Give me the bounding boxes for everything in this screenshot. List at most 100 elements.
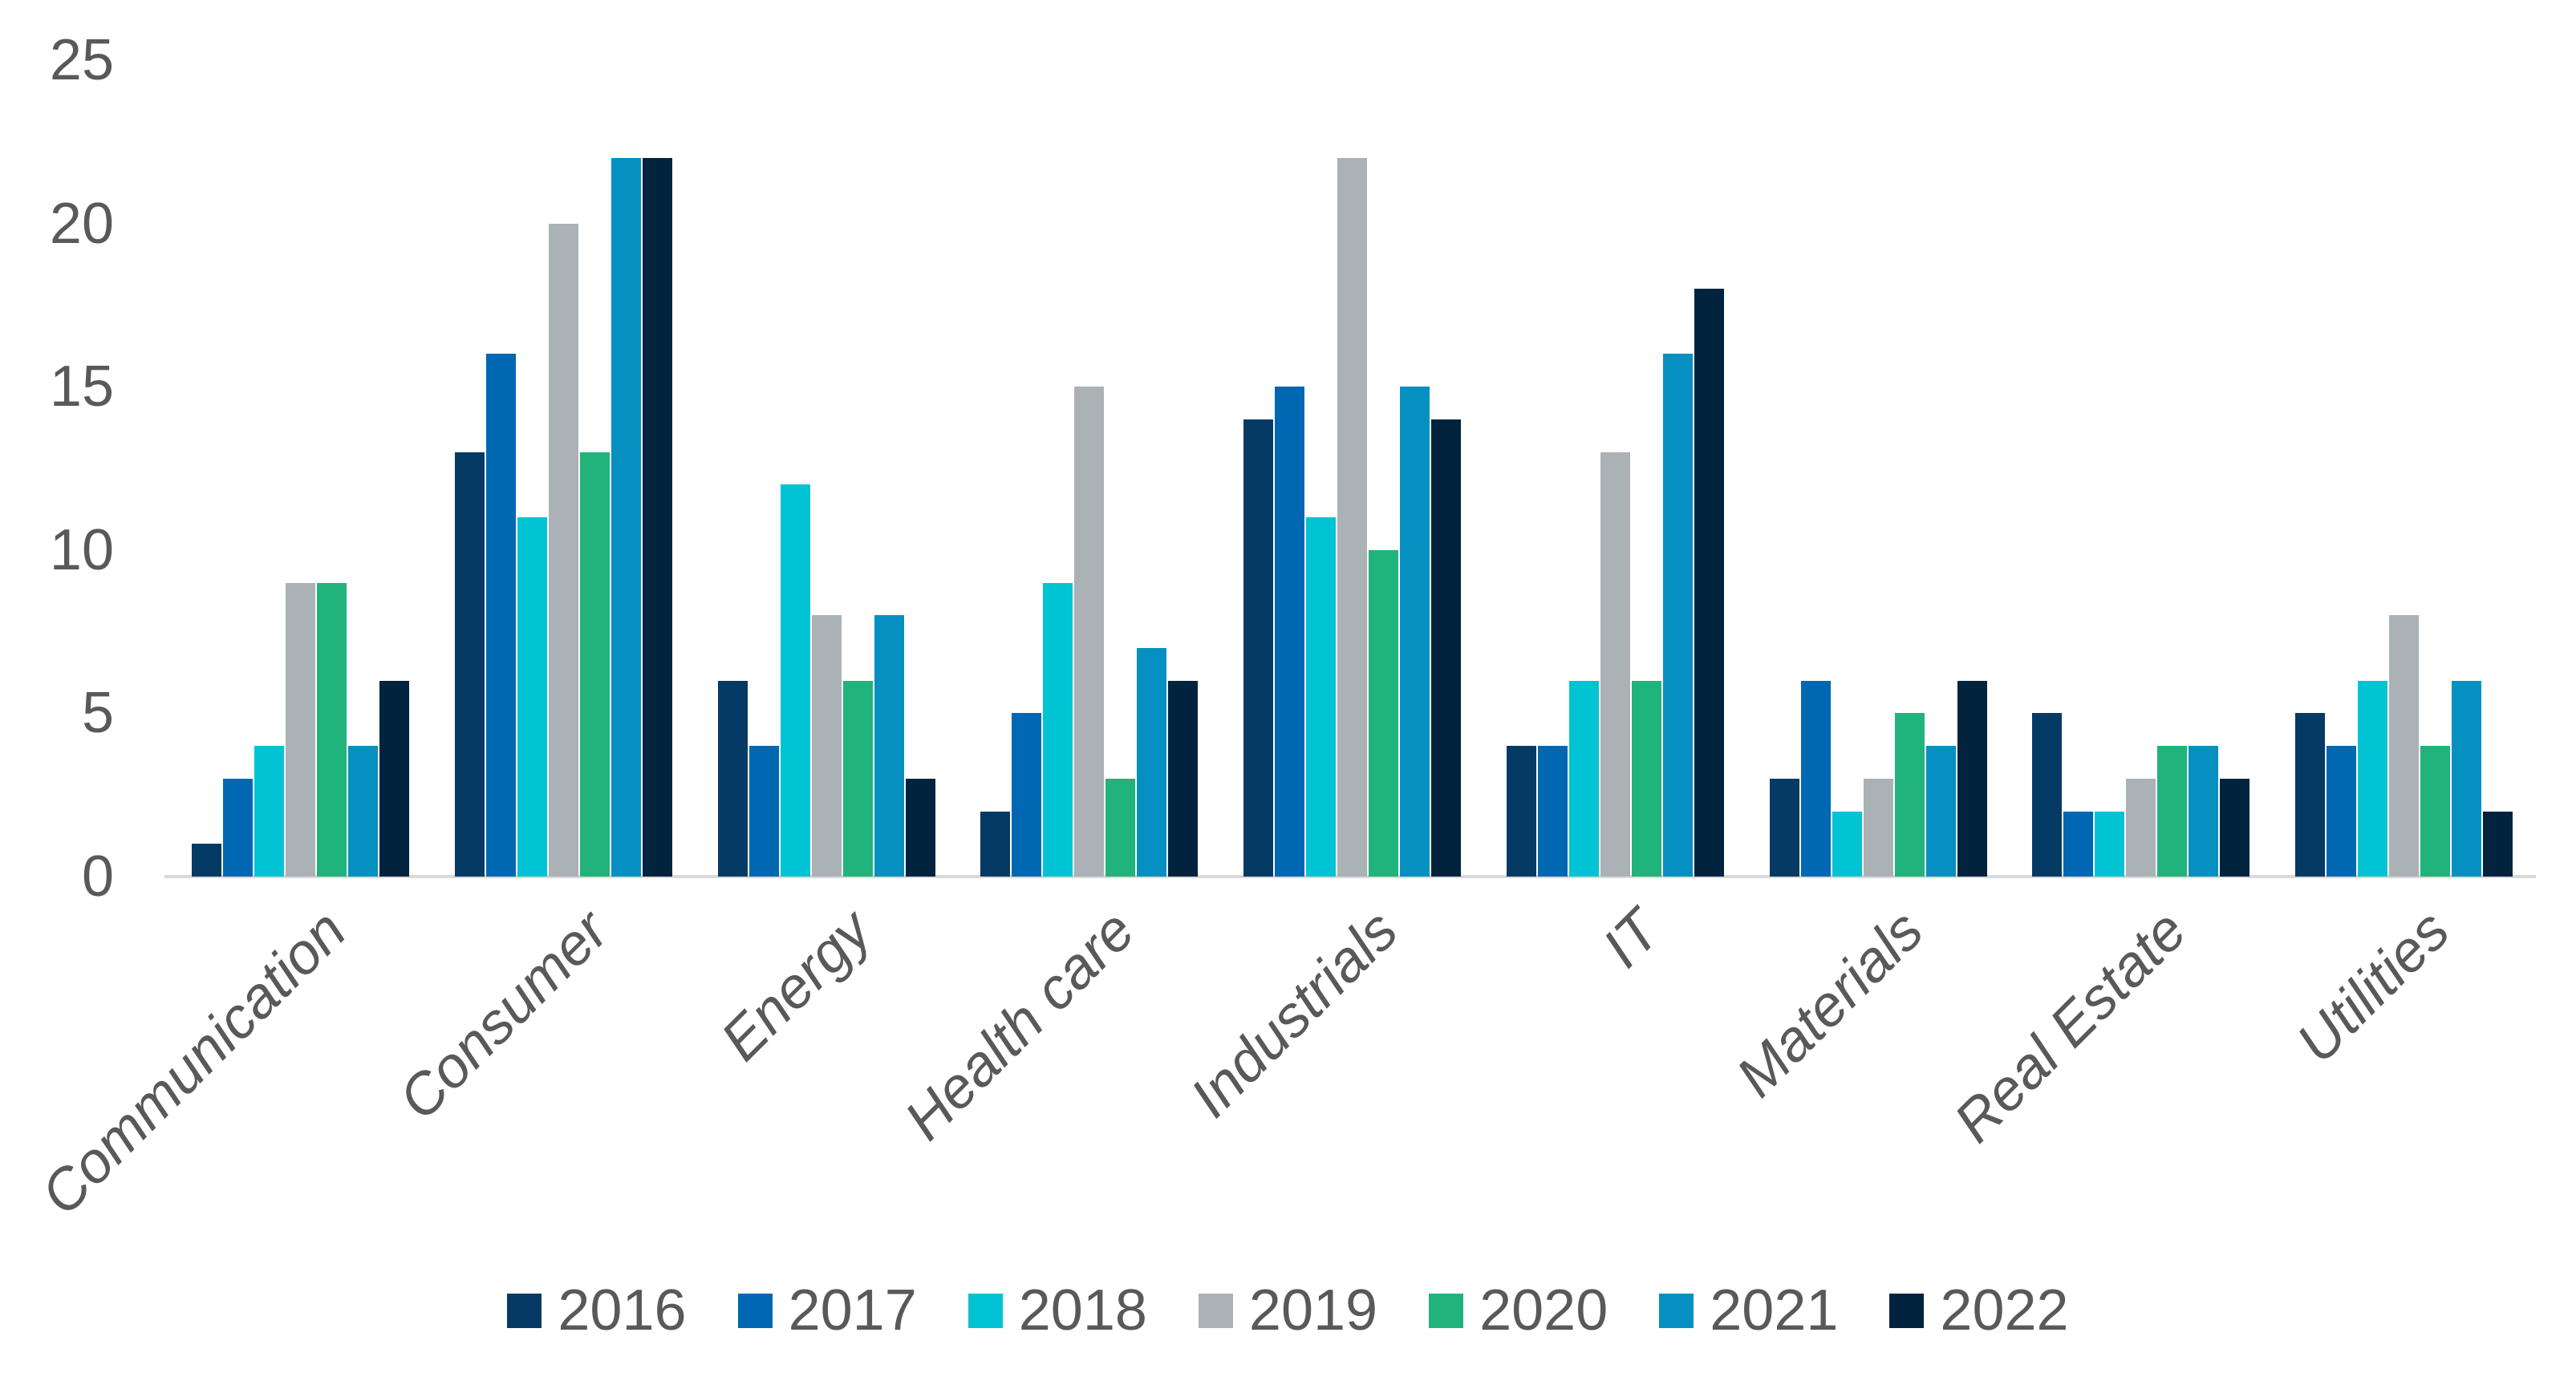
bar-industrials-2016 [1243,419,1273,877]
bar-it-2019 [1600,452,1630,877]
bar-communication-2021 [348,746,378,877]
bar-communication-2020 [317,583,347,877]
legend-item-2018: 2018 [968,1280,1147,1341]
bar-utilities-2020 [2420,746,2450,877]
legend-swatch-2019 [1198,1293,1233,1328]
x-axis-label-utilities: Utilities [2284,898,2462,1075]
bar-utilities-2022 [2483,812,2513,877]
bar-communication-2017 [223,779,253,877]
bar-utilities-2019 [2389,615,2419,877]
bar-group-communication [192,60,409,877]
bar-real-estate-2019 [2126,779,2156,877]
bar-materials-2018 [1832,812,1862,877]
bar-industrials-2022 [1431,419,1461,877]
bar-consumer-2021 [611,158,641,877]
bar-energy-2017 [748,746,779,877]
bar-consumer-2018 [517,517,547,877]
bar-health-care-2018 [1043,583,1073,877]
bar-real-estate-2017 [2063,812,2094,877]
bar-group-industrials [1243,60,1461,877]
y-axis-tick-label: 5 [81,681,114,746]
bar-group-energy [717,60,935,877]
bar-utilities-2017 [2327,746,2356,877]
bar-materials-2017 [1800,681,1831,877]
legend-item-2019: 2019 [1198,1278,1378,1343]
bar-industrials-2017 [1275,387,1304,877]
bar-real-estate-2018 [2095,812,2125,877]
bar-it-2018 [1568,681,1599,877]
bar-utilities-2016 [2295,713,2325,877]
x-axis-label-consumer: Consumer [387,898,621,1132]
bar-materials-2020 [1894,713,1925,877]
legend: 2016 2017 2018 2019 2020 2021 2022 [0,1280,2576,1341]
bar-communication-2016 [192,844,221,877]
bar-group-materials [1769,60,1987,877]
bar-health-care-2019 [1074,387,1105,877]
legend-label-2021: 2021 [1710,1278,1839,1343]
bar-energy-2020 [842,681,873,877]
legend-item-2022: 2022 [1889,1278,2069,1343]
legend-label-2017: 2017 [788,1278,917,1343]
legend-item-2021: 2021 [1659,1280,1838,1341]
bar-health-care-2020 [1105,779,1136,877]
bar-materials-2019 [1863,779,1893,877]
bar-health-care-2016 [980,812,1011,877]
bar-industrials-2020 [1369,550,1398,877]
legend-label-2019: 2019 [1248,1278,1378,1343]
bar-materials-2016 [1769,779,1799,877]
bar-consumer-2020 [579,452,610,877]
y-axis-tick-label: 20 [49,191,114,256]
bar-energy-2022 [905,779,935,877]
bar-real-estate-2021 [2189,746,2219,877]
x-axis-label-industrials: Industrials [1178,898,1410,1130]
bar-industrials-2021 [1400,387,1430,877]
bar-energy-2016 [717,681,748,877]
bar-consumer-2017 [485,354,516,877]
bar-energy-2019 [811,615,842,877]
bar-it-2022 [1694,289,1724,877]
bar-industrials-2018 [1306,517,1336,877]
bar-it-2021 [1662,354,1693,877]
bar-group-it [1506,60,1724,877]
bar-real-estate-2022 [2220,779,2250,877]
bar-health-care-2017 [1012,713,1042,877]
bar-consumer-2022 [642,158,672,877]
bar-group-consumer [454,60,672,877]
bar-health-care-2021 [1137,648,1167,877]
y-axis-tick-label: 15 [49,354,114,419]
legend-item-2017: 2017 [737,1278,917,1343]
bar-materials-2021 [1925,746,1956,877]
bar-energy-2021 [874,615,904,877]
bar-utilities-2021 [2452,681,2481,877]
legend-label-2016: 2016 [558,1278,687,1343]
bar-real-estate-2020 [2157,746,2188,877]
bar-it-2016 [1506,746,1536,877]
bar-it-2017 [1537,746,1568,877]
legend-label-2018: 2018 [1018,1278,1147,1343]
legend-label-2022: 2022 [1940,1278,2069,1343]
bar-consumer-2016 [454,452,485,877]
bar-real-estate-2016 [2032,713,2063,877]
bar-it-2020 [1631,681,1661,877]
y-axis-tick-label: 0 [81,844,114,909]
bar-energy-2018 [780,484,810,877]
bar-group-real-estate [2032,60,2250,877]
bar-communication-2018 [254,746,284,877]
y-axis-tick-label: 10 [49,517,114,582]
x-axis-baseline [164,875,2536,878]
legend-swatch-2021 [1659,1293,1694,1328]
bar-health-care-2022 [1168,681,1199,877]
x-axis-label-it: IT [1591,898,1673,980]
legend-swatch-2018 [968,1293,1003,1328]
bar-communication-2022 [379,681,409,877]
bar-utilities-2018 [2358,681,2387,877]
legend-swatch-2016 [507,1293,542,1328]
x-axis-label-communication: Communication [28,898,359,1228]
legend-item-2020: 2020 [1429,1280,1608,1341]
bar-group-health-care [980,60,1199,877]
legend-item-2016: 2016 [507,1278,687,1343]
legend-swatch-2020 [1429,1293,1464,1328]
legend-label-2020: 2020 [1479,1278,1608,1343]
legend-swatch-2017 [737,1293,773,1328]
